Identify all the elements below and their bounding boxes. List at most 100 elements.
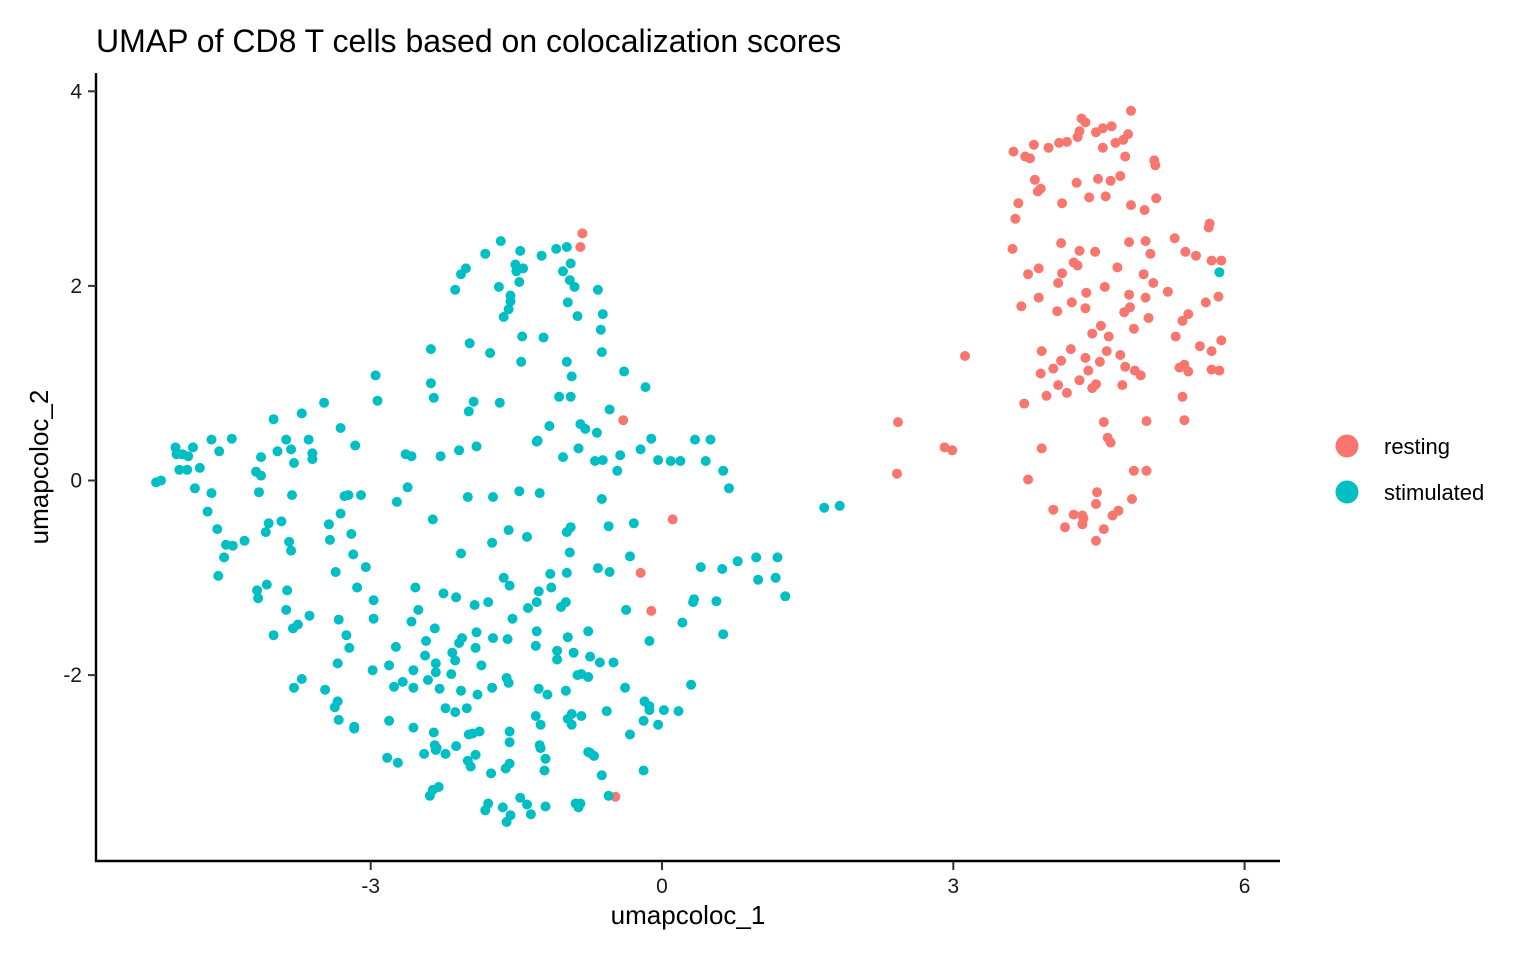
point-stimulated-207 (454, 638, 465, 648)
point-stimulated-116 (724, 483, 734, 494)
point-stimulated-307 (515, 792, 526, 803)
point-stimulated-191 (507, 613, 518, 624)
point-stimulated-30 (464, 338, 475, 349)
point-resting-114 (1179, 415, 1190, 426)
point-stimulated-243 (456, 685, 466, 696)
point-resting-16 (1008, 146, 1019, 157)
point-resting-88 (1115, 350, 1126, 360)
point-resting-82 (1216, 335, 1227, 346)
point-stimulated-260 (673, 706, 684, 717)
point-resting-8 (1072, 132, 1083, 142)
point-resting-25 (1105, 175, 1116, 186)
point-stimulated-278 (653, 719, 664, 730)
point-stimulated-229 (446, 669, 457, 680)
point-stimulated-167 (410, 582, 421, 593)
point-resting-63 (1124, 289, 1135, 300)
point-resting-120 (1023, 474, 1034, 485)
point-stimulated-149 (751, 552, 762, 563)
point-resting-83 (1194, 341, 1205, 352)
point-stimulated-139 (227, 540, 238, 551)
point-stimulated-170 (546, 582, 557, 593)
point-resting-14 (1097, 142, 1108, 153)
point-stimulated-43 (565, 391, 576, 402)
point-stimulated-318 (525, 809, 536, 820)
point-stimulated-3 (515, 245, 526, 256)
point-stimulated-312 (603, 790, 614, 801)
legend-key-stimulated (1335, 480, 1359, 504)
point-stimulated-29 (538, 332, 549, 343)
point-stimulated-62 (690, 434, 700, 445)
point-resting-66 (1140, 292, 1151, 303)
point-stimulated-38 (566, 371, 577, 382)
point-resting-134 (960, 351, 970, 361)
point-stimulated-144 (456, 548, 466, 559)
point-resting-130 (1060, 522, 1070, 533)
point-stimulated-122 (427, 514, 438, 525)
point-stimulated-168 (533, 586, 544, 597)
legend-key-resting (1335, 434, 1359, 458)
x-tick-label: 3 (947, 875, 959, 898)
point-resting-104 (1053, 380, 1064, 391)
point-stimulated-182 (413, 604, 424, 615)
point-stimulated-205 (718, 629, 729, 640)
point-resting-89 (1080, 352, 1091, 363)
point-stimulated-220 (608, 657, 619, 668)
point-resting-42 (1140, 236, 1151, 247)
point-resting-74 (1183, 309, 1194, 320)
x-tick-label: 6 (1239, 875, 1251, 898)
point-stimulated-290 (535, 743, 546, 754)
point-resting-100 (1206, 364, 1217, 375)
point-resting-136 (939, 442, 950, 453)
point-stimulated-4 (551, 243, 562, 254)
point-stimulated-199 (341, 630, 352, 641)
point-resting-133 (1091, 535, 1101, 546)
point-resting-22 (1115, 171, 1126, 181)
point-resting-121 (1092, 487, 1102, 498)
point-stimulated-50 (296, 408, 307, 419)
point-resting-77 (1095, 320, 1106, 331)
point-stimulated-171 (253, 593, 264, 604)
point-resting-108 (1061, 387, 1072, 398)
point-stimulated-231 (572, 670, 583, 681)
point-stimulated-13 (558, 266, 568, 277)
point-stimulated-119 (202, 506, 213, 517)
point-stimulated-215 (585, 651, 596, 662)
point-stimulated-115 (596, 494, 607, 504)
point-resting-75 (1143, 313, 1154, 323)
point-resting-4 (1106, 121, 1117, 132)
point-stimulated-89 (597, 455, 608, 466)
point-stimulated-225 (476, 660, 487, 671)
point-resting-58 (1053, 278, 1064, 288)
point-stimulated-88 (590, 456, 600, 466)
point-stimulated-35 (561, 356, 572, 367)
point-stimulated-70 (471, 441, 482, 452)
point-stimulated-303 (596, 770, 607, 781)
point-stimulated-283 (504, 737, 515, 748)
point-stimulated-25 (498, 312, 509, 322)
point-stimulated-268 (576, 711, 587, 721)
point-resting-62 (1081, 287, 1092, 298)
point-stimulated-188 (333, 614, 344, 625)
point-stimulated-294 (382, 752, 393, 763)
point-resting-112 (1098, 417, 1109, 428)
point-stimulated-106 (287, 490, 297, 501)
point-stimulated-285 (430, 745, 441, 755)
point-stimulated-245 (533, 683, 544, 694)
point-stimulated-145 (564, 547, 575, 558)
y-tick-label: 2 (70, 275, 82, 298)
point-stimulated-118 (819, 502, 830, 513)
point-stimulated-212 (530, 640, 541, 651)
point-stimulated-60 (303, 434, 314, 445)
point-resting-132 (1077, 519, 1088, 530)
point-stimulated-23 (503, 304, 514, 315)
point-stimulated-181 (281, 604, 292, 615)
point-resting-54 (1033, 263, 1044, 274)
point-stimulated-288 (470, 749, 481, 760)
point-resting-60 (1099, 281, 1110, 292)
point-stimulated-102 (151, 477, 162, 488)
point-stimulated-279 (463, 729, 474, 740)
point-stimulated-128 (628, 518, 639, 529)
point-stimulated-259 (658, 705, 669, 716)
point-resting-138 (892, 468, 902, 479)
point-stimulated-152 (717, 564, 728, 574)
